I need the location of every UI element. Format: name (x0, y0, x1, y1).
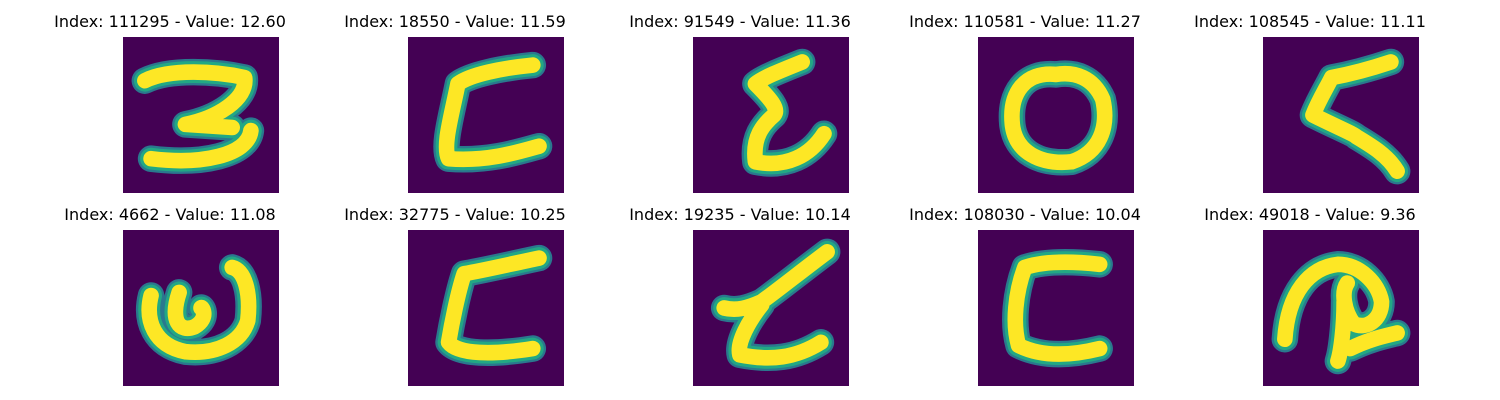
glyph-stroke (1004, 65, 1113, 171)
sample-image (123, 230, 279, 386)
panel-title: Index: 111295 - Value: 12.60 (54, 12, 286, 31)
glyph-stroke (438, 57, 547, 168)
glyph-stroke (1007, 254, 1108, 362)
panel-title: Index: 108545 - Value: 11.11 (1194, 12, 1426, 31)
panel-title: Index: 19235 - Value: 10.14 (629, 205, 851, 224)
image-panel: Index: 108545 - Value: 11.11 (1160, 0, 1460, 195)
glyph-stroke (141, 259, 257, 360)
glyph-stroke (440, 250, 547, 361)
glyph-stroke (1305, 54, 1405, 179)
image-panel: Index: 18550 - Value: 11.59 (305, 0, 605, 195)
image-panel: Index: 49018 - Value: 9.36 (1160, 193, 1460, 388)
panel-title: Index: 18550 - Value: 11.59 (344, 12, 566, 31)
sample-image (693, 37, 849, 193)
image-panel: Index: 91549 - Value: 11.36 (590, 0, 890, 195)
panel-title: Index: 108030 - Value: 10.04 (909, 205, 1141, 224)
panel-title: Index: 110581 - Value: 11.27 (909, 12, 1141, 31)
image-panel: Index: 19235 - Value: 10.14 (590, 193, 890, 388)
glyph-stroke (747, 54, 832, 172)
sample-image (408, 230, 564, 386)
image-panel: Index: 108030 - Value: 10.04 (875, 193, 1175, 388)
glyph-stroke (1277, 256, 1405, 369)
glyph-stroke (716, 244, 835, 366)
image-panel: Index: 111295 - Value: 12.60 (20, 0, 320, 195)
sample-image (1263, 37, 1419, 193)
panel-title: Index: 49018 - Value: 9.36 (1204, 205, 1416, 224)
sample-image (408, 37, 564, 193)
sample-image (978, 37, 1134, 193)
sample-image (123, 37, 279, 193)
image-panel: Index: 32775 - Value: 10.25 (305, 193, 605, 388)
image-panel: Index: 4662 - Value: 11.08 (20, 193, 320, 388)
panel-title: Index: 4662 - Value: 11.08 (64, 205, 276, 224)
panel-title: Index: 91549 - Value: 11.36 (629, 12, 851, 31)
sample-image (978, 230, 1134, 386)
glyph-stroke (137, 64, 259, 169)
sample-image (1263, 230, 1419, 386)
sample-image (693, 230, 849, 386)
image-panel: Index: 110581 - Value: 11.27 (875, 0, 1175, 195)
panel-title: Index: 32775 - Value: 10.25 (344, 205, 566, 224)
